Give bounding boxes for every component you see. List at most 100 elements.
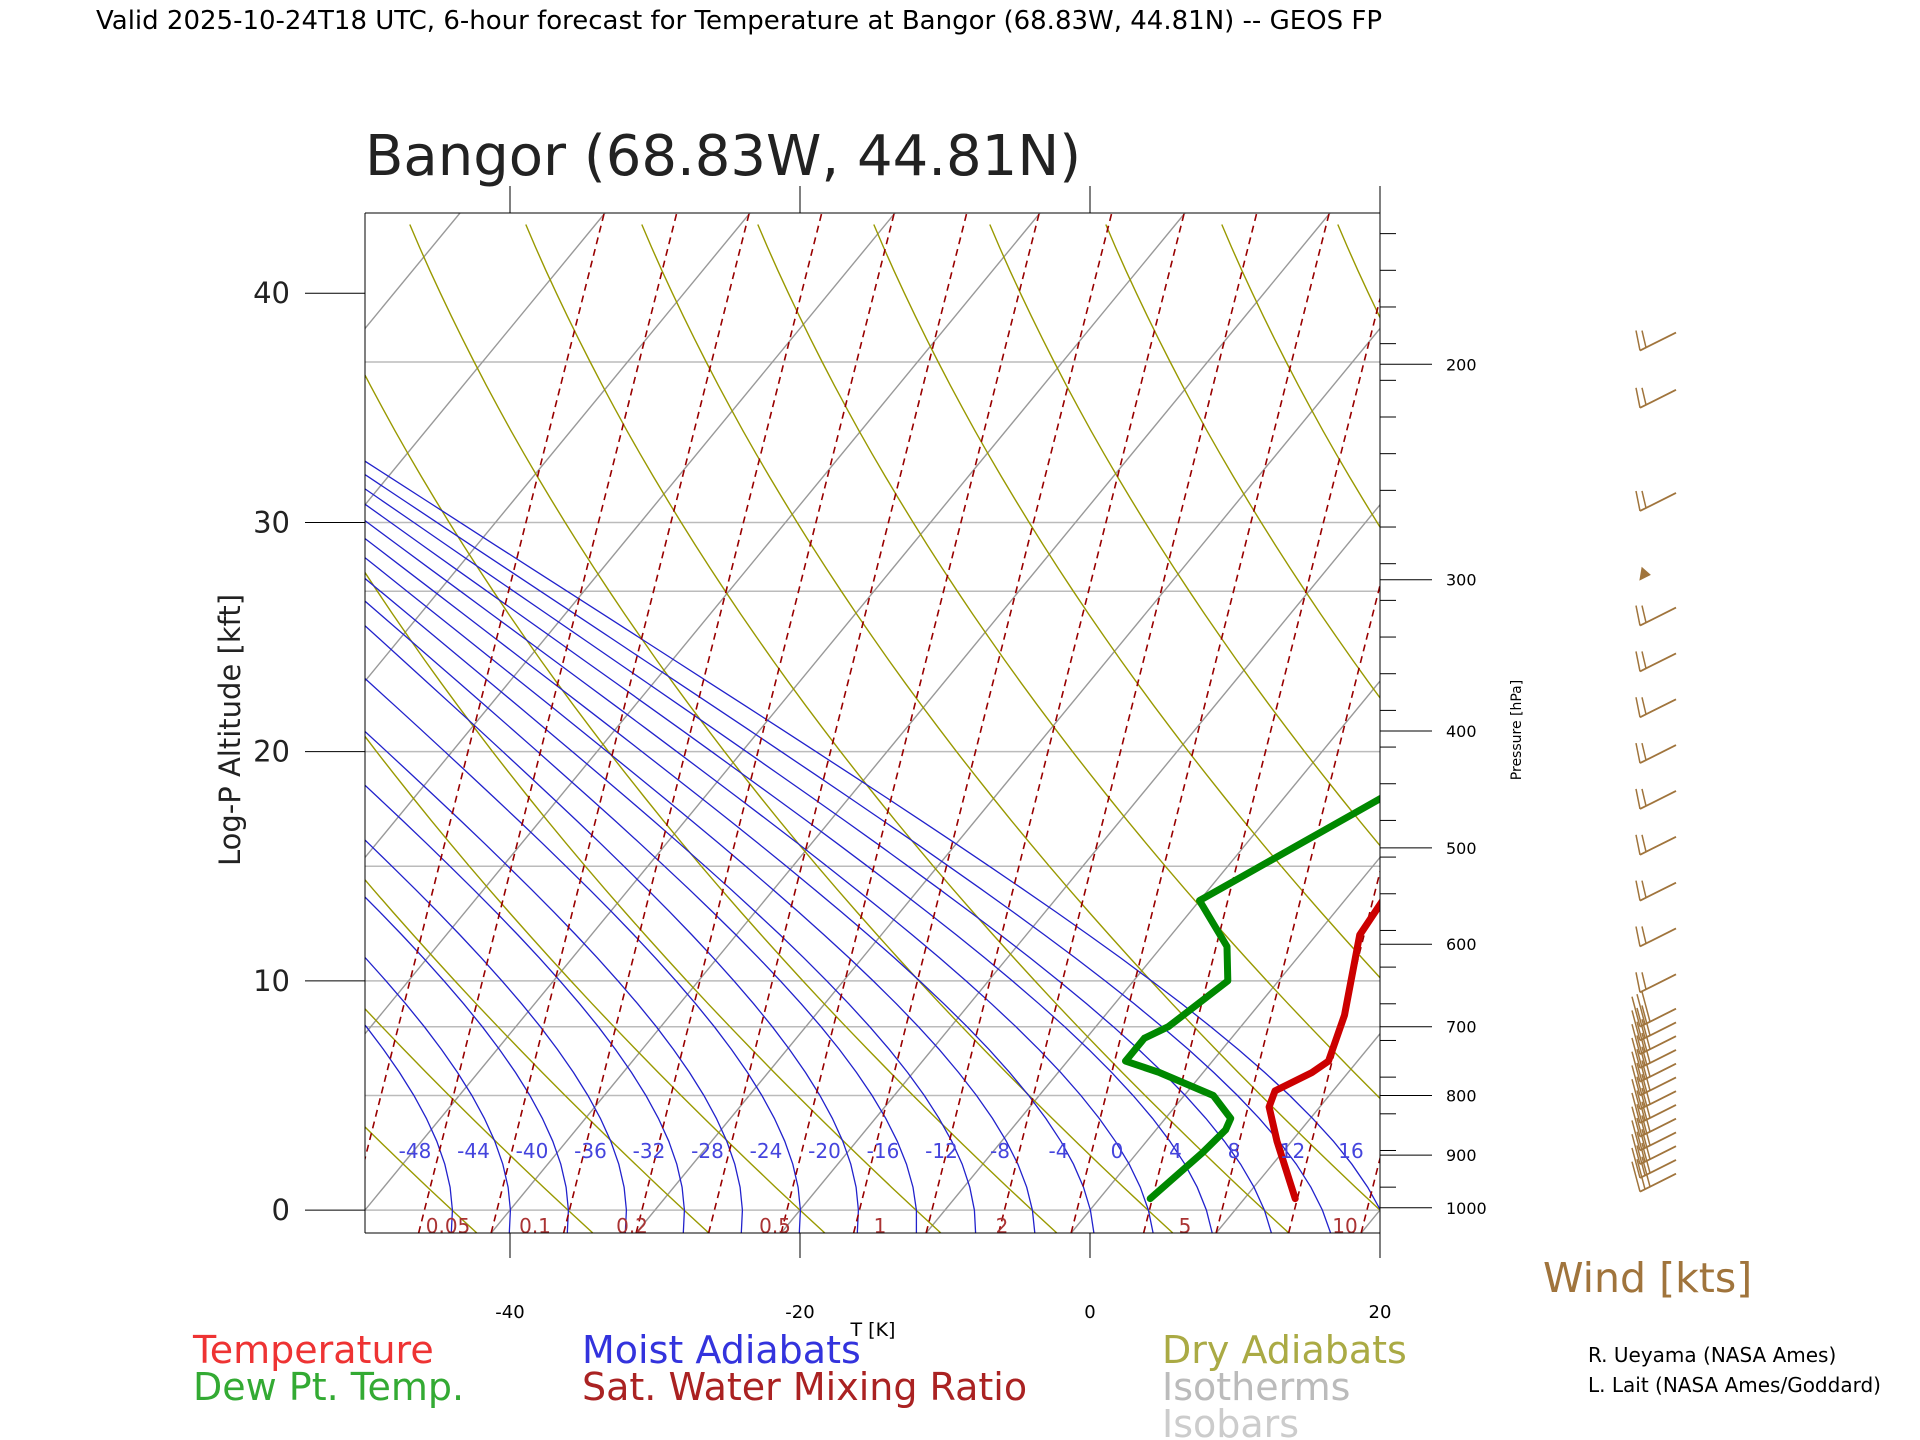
- wind-barb-feather: [1641, 387, 1647, 406]
- wind-barb-staff: [1639, 652, 1677, 673]
- wind-barb-feather: [1641, 880, 1647, 898]
- isotherm-line: [1070, 856, 1380, 1233]
- wind-barb-staff: [1639, 1172, 1677, 1193]
- wind-barb-staff: [1639, 744, 1677, 764]
- pressure-tick-label: 600: [1446, 935, 1477, 954]
- pressure-tick-label: 500: [1446, 839, 1477, 858]
- isotherm-line: [780, 503, 1380, 1233]
- wind-barb-feather: [1641, 742, 1647, 761]
- credit-line-1: R. Ueyama (NASA Ames): [1588, 1343, 1836, 1367]
- chart-title: Bangor (68.83W, 44.81N): [365, 124, 1081, 189]
- isotherm-line: [365, 213, 1041, 1035]
- wind-barb-staff: [1639, 1007, 1677, 1028]
- mixing-ratio-line: [635, 213, 896, 1233]
- wind-barb-feather: [1631, 1010, 1641, 1041]
- wind-barb-feather: [1631, 1106, 1641, 1137]
- wind-barb-feather: [1641, 490, 1647, 509]
- wind-barb-staff: [1639, 881, 1677, 902]
- mixing-ratio-line: [365, 213, 606, 1162]
- mixing-ratio-label: 10: [1332, 1214, 1357, 1238]
- legend-dewpoint: Dew Pt. Temp.: [193, 1365, 464, 1409]
- moist-adiabat-line: [365, 600, 918, 1233]
- mixing-ratio-line: [490, 213, 751, 1233]
- mixing-ratio-line: [925, 213, 1186, 1233]
- wind-barb-feather: [1635, 490, 1641, 512]
- dry-adiabat-line: [365, 1007, 594, 1233]
- wind-barb-feather: [1636, 1159, 1646, 1190]
- wind-barb-staff: [1639, 1035, 1677, 1056]
- isotherm-line: [490, 213, 1331, 1233]
- moist-adiabat-line: [365, 956, 512, 1233]
- x-axis-label: T [K]: [850, 1319, 896, 1341]
- legend-moist-adiabats: Moist Adiabats: [582, 1328, 861, 1372]
- wind-barb-feather: [1635, 651, 1641, 672]
- wind-barb-feather: [1631, 1065, 1641, 1096]
- wind-barb-feather: [1641, 330, 1647, 348]
- isotherm-line: [365, 213, 896, 859]
- moist-adiabat-label: 12: [1280, 1139, 1305, 1163]
- pressure-tick-label: 1000: [1446, 1199, 1487, 1218]
- wind-barb-staff: [1639, 1090, 1677, 1111]
- legend-isobars: Isobars: [1162, 1402, 1299, 1440]
- dry-adiabat-line: [757, 224, 1380, 1100]
- wind-barb-feather: [1631, 1134, 1641, 1165]
- mixing-ratio-lines: [365, 213, 1380, 1233]
- moist-adiabat-label: 16: [1338, 1139, 1363, 1163]
- wind-barbs: [1631, 330, 1677, 1193]
- wind-barb-staff: [1639, 973, 1677, 994]
- moist-adiabat-label: -12: [925, 1139, 958, 1163]
- dry-adiabat-line: [1221, 224, 1380, 529]
- dry-adiabat-line: [525, 224, 1290, 1233]
- wind-barb-feather: [1636, 1145, 1646, 1176]
- dry-adiabat-line: [641, 224, 1380, 1212]
- isotherm-line: [1360, 1208, 1380, 1233]
- mixing-ratio-line: [852, 213, 1113, 1233]
- moist-adiabat-label: 0: [1111, 1139, 1124, 1163]
- wind-barb-feather: [1641, 605, 1647, 623]
- moist-adiabat-line: [365, 519, 1154, 1233]
- wind-barb-staff: [1639, 389, 1677, 409]
- wind-barb-feather: [1631, 1024, 1641, 1055]
- wind-barb-feather: [1631, 1120, 1641, 1151]
- mixing-ratio-label: 5: [1179, 1214, 1192, 1238]
- wind-barb-staff: [1639, 1076, 1677, 1097]
- moist-adiabat-label: -40: [516, 1139, 549, 1163]
- wind-barb-pennant: [1639, 566, 1651, 581]
- moist-adiabat-line: [365, 577, 977, 1233]
- moist-adiabat-label: -36: [574, 1139, 607, 1163]
- wind-barb-feather: [1641, 697, 1647, 715]
- temperature-series-line: [1265, 898, 1380, 1203]
- wind-barb-feather: [1641, 991, 1651, 1022]
- wind-barb-feather: [1631, 1092, 1641, 1124]
- mixing-ratio-label: 2: [996, 1214, 1009, 1238]
- wind-barb-feather: [1635, 880, 1641, 901]
- wind-barb-staff: [1639, 927, 1677, 948]
- valid-time-header: Valid 2025-10-24T18 UTC, 6-hour forecast…: [96, 6, 1382, 36]
- wind-barb-feather: [1635, 697, 1641, 718]
- wind-barb-feather: [1635, 788, 1641, 810]
- wind-barb-feather: [1631, 1051, 1641, 1082]
- pressure-tick-label: 300: [1446, 571, 1477, 590]
- mixing-ratio-line: [1070, 213, 1331, 1233]
- wind-barb-feather: [1636, 1021, 1646, 1052]
- moist-adiabat-label: -20: [808, 1139, 841, 1163]
- moist-adiabat-line: [365, 677, 802, 1233]
- axes: [364, 188, 1381, 1234]
- legend-temperature: Temperature: [192, 1328, 434, 1372]
- y-tick-label: 10: [253, 964, 290, 998]
- dry-adiabats: [0, 224, 1380, 1234]
- moist-adiabat-line: [365, 1024, 454, 1233]
- dry-adiabat-line: [989, 224, 1380, 847]
- moist-adiabat-line: [365, 784, 686, 1233]
- pressure-tick-label: 200: [1446, 355, 1477, 374]
- wind-barb-staff: [1639, 1104, 1677, 1124]
- moist-adiabat-line: [365, 460, 1380, 1211]
- dry-adiabat-line: [365, 735, 826, 1233]
- moist-adiabats: [365, 460, 1380, 1233]
- mixing-ratio-line: [707, 213, 968, 1233]
- wind-barb-feather: [1636, 1049, 1646, 1080]
- wind-barb-feather: [1636, 1007, 1646, 1039]
- dry-adiabat-line: [0, 225, 245, 1234]
- plot-area: -48 -44 -40 -36 -32 -28 -24 -20 -16 -12 -8 -4 0 4 8 12 1…: [0, 213, 1380, 1238]
